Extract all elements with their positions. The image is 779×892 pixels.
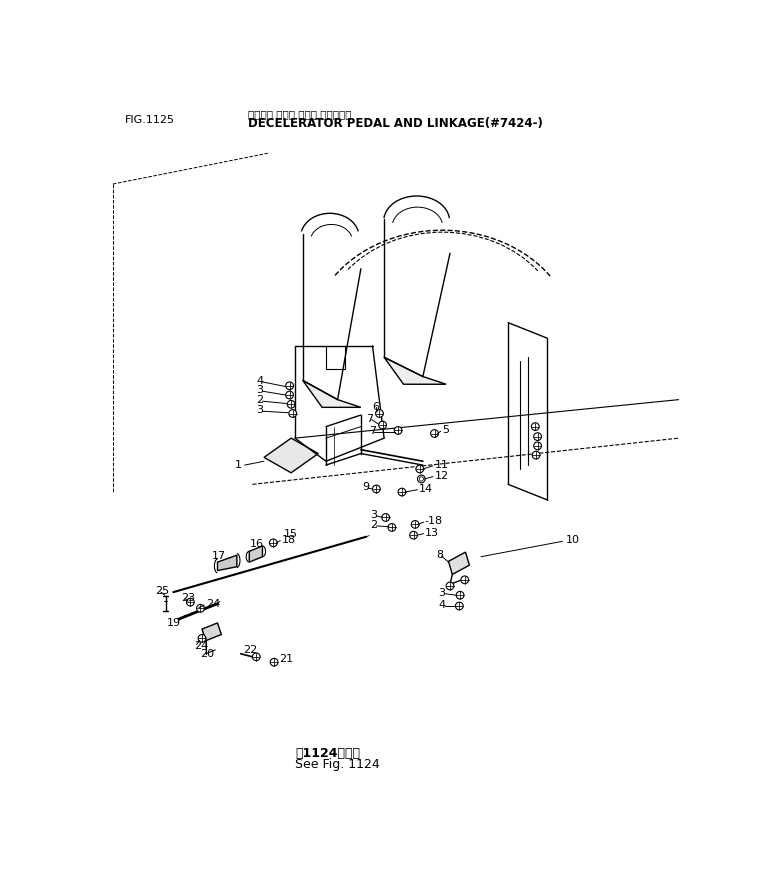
Polygon shape	[217, 555, 237, 571]
Circle shape	[416, 465, 424, 473]
Text: 19: 19	[167, 618, 182, 628]
Text: 6: 6	[372, 401, 379, 411]
Circle shape	[286, 392, 294, 399]
Text: 13: 13	[425, 528, 439, 538]
Text: 9: 9	[362, 483, 369, 492]
Circle shape	[289, 409, 297, 417]
Text: FIG.1125: FIG.1125	[125, 115, 174, 125]
Circle shape	[446, 582, 454, 590]
Circle shape	[532, 451, 540, 458]
Circle shape	[410, 532, 418, 539]
Circle shape	[270, 539, 277, 547]
Text: 14: 14	[419, 484, 433, 494]
Polygon shape	[202, 623, 221, 640]
Circle shape	[287, 401, 295, 409]
Circle shape	[379, 421, 386, 429]
Text: 20: 20	[199, 648, 213, 658]
Text: 23: 23	[181, 592, 196, 602]
Text: DECELERATOR PEDAL AND LINKAGE(#7424-): DECELERATOR PEDAL AND LINKAGE(#7424-)	[249, 118, 544, 130]
Text: 7: 7	[366, 414, 373, 424]
Text: 18: 18	[282, 535, 296, 545]
Text: 25: 25	[156, 586, 170, 596]
Text: 3: 3	[439, 588, 446, 598]
Text: 8: 8	[436, 550, 443, 560]
Circle shape	[398, 488, 406, 496]
Text: 21: 21	[280, 654, 294, 665]
Text: 17: 17	[212, 551, 226, 561]
Circle shape	[388, 524, 396, 532]
Text: 第1124図参照: 第1124図参照	[295, 747, 360, 760]
Text: 1: 1	[235, 460, 242, 470]
Text: 11: 11	[435, 460, 449, 470]
Text: 7: 7	[368, 426, 375, 436]
Circle shape	[270, 658, 278, 666]
Text: 3: 3	[370, 510, 377, 520]
Circle shape	[382, 514, 390, 521]
Polygon shape	[303, 380, 361, 408]
Text: See Fig. 1124: See Fig. 1124	[295, 758, 379, 771]
Text: 22: 22	[243, 645, 257, 655]
Circle shape	[394, 426, 402, 434]
Text: 16: 16	[250, 539, 264, 549]
Text: 24: 24	[194, 641, 209, 651]
Circle shape	[286, 382, 294, 390]
Polygon shape	[264, 438, 319, 473]
Circle shape	[419, 477, 424, 481]
Text: 12: 12	[435, 471, 449, 481]
Text: 4: 4	[256, 376, 263, 386]
Text: 2: 2	[256, 395, 263, 405]
Polygon shape	[449, 552, 470, 574]
Text: -18: -18	[425, 516, 442, 526]
Text: 3: 3	[256, 385, 263, 395]
Text: 10: 10	[566, 535, 580, 545]
Polygon shape	[384, 358, 446, 384]
Circle shape	[461, 576, 469, 583]
Text: 3: 3	[256, 406, 263, 416]
Circle shape	[534, 433, 541, 441]
Circle shape	[411, 521, 419, 528]
Circle shape	[531, 423, 539, 431]
Text: 15: 15	[284, 529, 298, 540]
Circle shape	[252, 653, 260, 661]
Circle shape	[375, 409, 383, 417]
Text: 24: 24	[206, 599, 220, 609]
Circle shape	[456, 591, 464, 599]
Circle shape	[431, 430, 439, 437]
Circle shape	[534, 442, 541, 450]
Circle shape	[186, 599, 194, 606]
Circle shape	[198, 634, 206, 642]
Circle shape	[456, 602, 464, 610]
Polygon shape	[249, 546, 263, 562]
Text: 5: 5	[442, 425, 449, 435]
Text: デクセル ペダル および リンケージ: デクセル ペダル および リンケージ	[249, 109, 352, 119]
Circle shape	[372, 485, 380, 492]
Circle shape	[196, 605, 204, 612]
Text: 2: 2	[370, 520, 377, 530]
Circle shape	[418, 475, 425, 483]
Text: 4: 4	[439, 600, 446, 610]
